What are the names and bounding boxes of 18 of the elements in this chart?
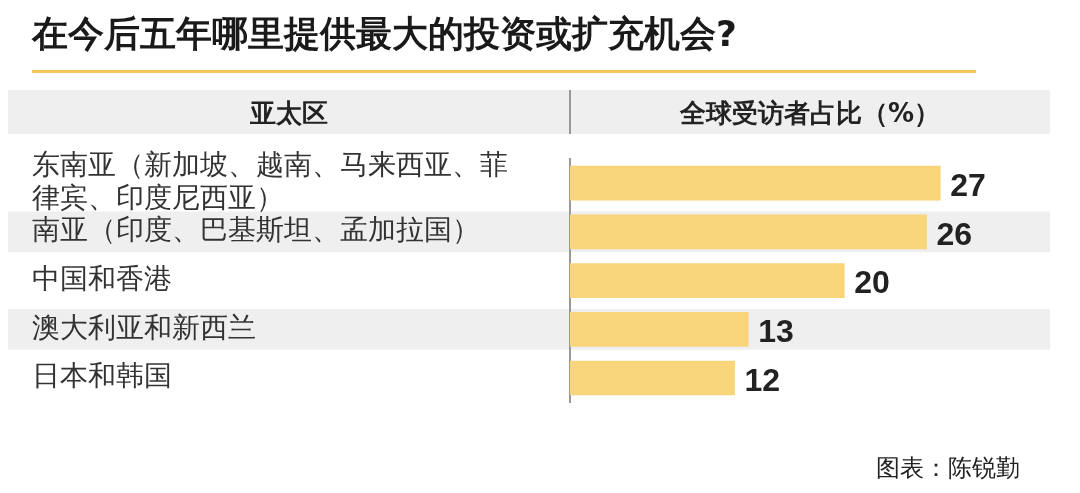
text: 图表：陈锐勤 <box>876 453 1020 484</box>
bar <box>570 311 749 347</box>
data-label: 26 <box>936 215 973 252</box>
data-label: 12 <box>744 361 781 398</box>
data-label: 13 <box>758 313 794 350</box>
y-axis-title: 亚太区 <box>249 97 329 130</box>
y-tick-label: 中国和香港 <box>32 261 172 295</box>
x-axis-title: 全球受访者占比（%） <box>678 97 942 130</box>
y-tick-label: 澳大利亚和新西兰 <box>32 310 256 344</box>
data-label: 20 <box>854 264 890 301</box>
y-tick-label: 日本和韩国 <box>32 359 172 393</box>
y-tick-label: 南亚（印度、巴基斯坦、孟加拉国） <box>32 213 480 247</box>
data-label: 27 <box>950 166 986 203</box>
bar <box>570 165 941 201</box>
chart-title: 在今后五年哪里提供最大的投资或扩充机会? <box>32 12 737 56</box>
y-tick-label: 东南亚（新加坡、越南、马来西亚、菲律宾、印度尼西亚） <box>32 147 508 215</box>
bar <box>570 263 845 298</box>
bar <box>570 360 735 396</box>
